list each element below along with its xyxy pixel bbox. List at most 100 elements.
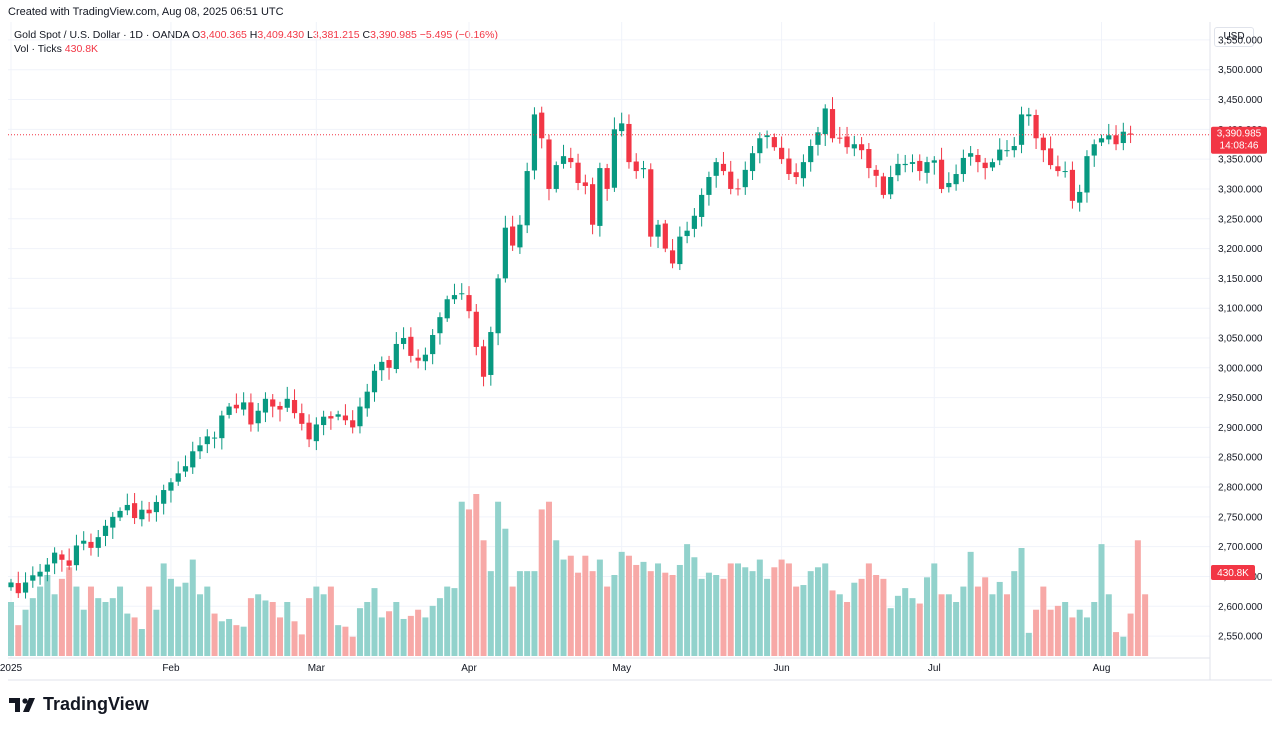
volume-bar <box>611 575 618 656</box>
candle-body <box>37 571 43 577</box>
volume-bar <box>865 563 872 656</box>
volume-label[interactable]: Vol · Ticks <box>14 43 62 55</box>
volume-bar <box>931 563 938 656</box>
candle-body <box>117 510 123 518</box>
volume-bar <box>967 551 974 656</box>
volume-bar <box>400 618 407 656</box>
candle-body <box>837 137 843 139</box>
volume-bar <box>1003 594 1010 656</box>
volume-bar <box>720 578 727 656</box>
candle-body <box>946 182 952 188</box>
candle-body <box>444 299 450 319</box>
brand-name: TradingView <box>43 694 149 714</box>
candle-body <box>662 223 668 249</box>
volume-bar <box>1033 609 1040 656</box>
candle-body <box>902 163 908 166</box>
volume-bar <box>582 555 589 656</box>
candle-body <box>182 466 189 472</box>
candle-body <box>633 161 639 172</box>
price-tick-label: 2,700.000 <box>1218 542 1263 553</box>
open-value: 3,400.365 <box>200 29 247 41</box>
candle-body <box>451 295 458 300</box>
volume-bar <box>182 582 189 656</box>
volume-bar <box>713 575 720 656</box>
candle-body <box>997 149 1003 161</box>
tradingview-logo-icon <box>9 697 35 712</box>
candle-body <box>626 123 632 163</box>
candle-body <box>808 146 814 163</box>
volume-bar <box>807 571 814 656</box>
close-label: C <box>362 29 371 41</box>
currency-button[interactable]: USD <box>1214 27 1254 47</box>
volume-bar <box>945 594 952 656</box>
price-tick-label: 3,250.000 <box>1218 214 1263 225</box>
candle-body <box>139 509 145 520</box>
candle-body <box>975 154 981 163</box>
volume-bar <box>335 625 342 656</box>
candle-body <box>815 132 821 145</box>
candle-body <box>321 416 327 426</box>
volume-bar <box>756 559 763 656</box>
candle-body <box>531 114 538 171</box>
candle-body <box>466 295 472 312</box>
volume-bar <box>742 567 749 656</box>
candle-body <box>699 194 705 217</box>
last-price-badge <box>1211 126 1267 154</box>
candle-body <box>342 415 349 421</box>
candle-body <box>386 360 392 368</box>
volume-bar <box>625 555 632 656</box>
volume-bar <box>793 586 800 656</box>
volume-bar <box>880 578 887 656</box>
candle-body <box>749 153 756 172</box>
volume-bar <box>785 563 792 656</box>
volume-bar <box>22 609 29 656</box>
volume-bar <box>567 555 574 656</box>
candle-body <box>175 473 181 482</box>
candle-body <box>764 135 770 138</box>
volume-bar <box>902 588 909 656</box>
candle-body <box>95 537 101 548</box>
candle-body <box>1077 191 1083 203</box>
candle-body <box>677 236 683 265</box>
volume-bar <box>197 594 204 656</box>
volume-bar <box>226 618 233 656</box>
volume-bar <box>175 586 182 656</box>
open-label: O <box>191 29 201 41</box>
symbol-title[interactable]: Gold Spot / U.S. Dollar · 1D · OANDA <box>14 29 190 41</box>
volume-bar <box>1040 586 1047 656</box>
candle-body <box>1084 156 1090 193</box>
candle-body <box>22 582 29 593</box>
volume-bar <box>1047 609 1054 656</box>
candle-body <box>502 227 508 279</box>
volume-bar <box>451 588 458 656</box>
price-tick-label: 2,950.000 <box>1218 393 1263 404</box>
candle-body <box>560 156 567 164</box>
candle-body <box>262 398 269 413</box>
volume-bar <box>262 600 269 656</box>
candle-body <box>291 400 298 414</box>
volume-bar <box>1054 605 1061 656</box>
created-caption: Created with TradingView.com, Aug 08, 20… <box>8 6 284 18</box>
candle-body <box>226 406 232 415</box>
candle-body <box>1069 169 1076 201</box>
volume-bar <box>538 509 545 656</box>
volume-bar <box>502 528 509 656</box>
candle-body <box>1011 146 1017 151</box>
volume-bar <box>1025 632 1032 656</box>
candle-body <box>270 399 276 407</box>
candle-body <box>982 162 988 169</box>
candle-body <box>146 509 152 514</box>
candle-body <box>619 123 625 132</box>
candle-body <box>604 168 610 189</box>
candle-body <box>1091 144 1097 156</box>
candle-body <box>379 361 385 371</box>
candle-body <box>1048 148 1054 166</box>
candle-body <box>1055 166 1061 172</box>
volume-bar <box>37 586 44 656</box>
volume-legend: Vol · Ticks 430.8K <box>14 43 98 55</box>
candle-body <box>1098 138 1105 143</box>
volume-bar <box>269 602 276 656</box>
candle-body <box>233 404 239 409</box>
candle-body <box>1040 137 1046 151</box>
